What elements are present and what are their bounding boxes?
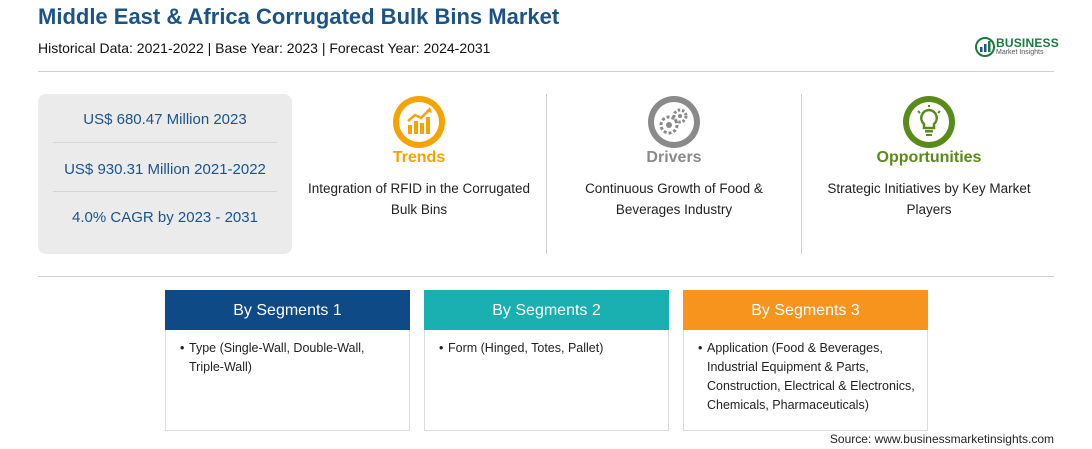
page-subtitle: Historical Data: 2021-2022 | Base Year: … [38,40,491,56]
stat-cagr: 4.0% CAGR by 2023 - 2031 [72,209,258,226]
segment-item: • Type (Single-Wall, Double-Wall, Triple… [180,339,402,377]
column-divider [546,94,547,254]
lightbulb-icon [903,96,955,148]
gears-icon [648,96,700,148]
factor-description: Continuous Growth of Food & Beverages In… [585,181,763,217]
brand-logo: BUSINESS Market Insights [974,36,1064,60]
logo-tagline: Market Insights [996,49,1044,56]
factor-heading: Trends [392,149,446,166]
stat-market-size-historical: US$ 930.31 Million 2021-2022 [64,161,266,178]
segment-header: By Segments 1 [165,290,410,330]
factor-description: Strategic Initiatives by Key Market Play… [827,181,1031,217]
stat-divider [53,191,277,192]
page-title: Middle East & Africa Corrugated Bulk Bin… [38,4,560,29]
bullet-icon: • [439,341,444,355]
segment-card-2: By Segments 2 • Form (Hinged, Totes, Pal… [424,290,669,431]
trend-chart-icon [393,96,445,148]
segment-card-3: By Segments 3 • Application (Food & Beve… [683,290,928,431]
segment-header: By Segments 3 [683,290,928,330]
bullet-icon: • [180,341,185,355]
header-divider [38,71,1054,72]
segment-item-text: Type (Single-Wall, Double-Wall, Triple-W… [189,341,365,374]
stat-divider [53,142,277,143]
factor-description: Integration of RFID in the Corrugated Bu… [307,181,531,217]
column-divider [801,94,802,254]
globe-icon [975,37,995,57]
segment-item-text: Application (Food & Beverages, Industria… [707,341,915,412]
factor-opportunities: Opportunities Strategic Initiatives by K… [808,94,1050,254]
segment-item: • Form (Hinged, Totes, Pallet) [439,339,661,358]
segment-item-text: Form (Hinged, Totes, Pallet) [448,341,604,355]
logo-wordmark: BUSINESS [996,36,1059,50]
segment-item: • Application (Food & Beverages, Industr… [698,339,920,415]
source-credit: Source: www.businessmarketinsights.com [829,432,1054,446]
segment-header: By Segments 2 [424,290,669,330]
section-divider [38,276,1054,277]
factor-drivers: Drivers Continuous Growth of Food & Beve… [553,94,795,254]
factor-heading: Opportunities [876,149,982,166]
bullet-icon: • [698,341,703,355]
factor-heading: Drivers [646,149,702,166]
segment-card-1: By Segments 1 • Type (Single-Wall, Doubl… [165,290,410,431]
stat-market-size-2023: US$ 680.47 Million 2023 [83,111,247,128]
factor-trends: Trends Integration of RFID in the Corrug… [298,94,540,254]
stats-panel: US$ 680.47 Million 2023 US$ 930.31 Milli… [38,94,292,254]
